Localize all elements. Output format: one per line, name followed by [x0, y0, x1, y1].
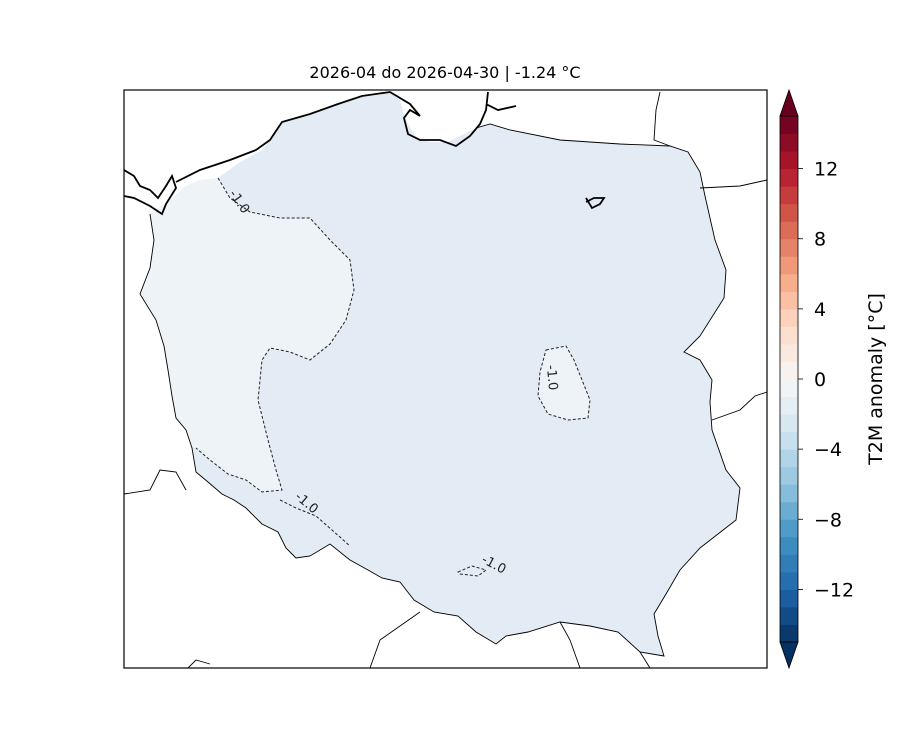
colorbar-segment	[780, 308, 798, 327]
colorbar-segment	[780, 203, 798, 222]
colorbar-segment	[780, 606, 798, 625]
contour-east	[537, 345, 591, 421]
colorbar-segment	[780, 238, 798, 257]
colorbar-segment	[780, 431, 798, 450]
western-region	[140, 178, 354, 492]
colorbar-tick-label: 4	[814, 299, 826, 321]
map-frame	[123, 89, 768, 669]
colorbar-extend-max	[779, 88, 799, 117]
colorbar-segment	[780, 466, 798, 485]
colorbar-segment	[780, 186, 798, 205]
colorbar-segment	[780, 133, 798, 152]
colorbar-segment	[780, 554, 798, 573]
contour-south	[457, 565, 488, 577]
colorbar-segment	[780, 571, 798, 590]
colorbar-segment	[780, 536, 798, 555]
colorbar-segment	[780, 379, 798, 398]
colorbar-segment	[780, 396, 798, 415]
border-germany-south	[187, 659, 211, 668]
colorbar-segment	[780, 116, 798, 135]
colorbar-segment	[780, 256, 798, 275]
colorbar-tick-label: 0	[814, 369, 826, 391]
contour-south-west	[279, 499, 351, 547]
colorbar-segment	[780, 151, 798, 170]
map-panel: -1.0 -1.0 -1.0 -1.0	[123, 89, 768, 669]
border-lithuania-belarus	[653, 91, 767, 189]
map-title: 2026-04 do 2026-04-30 | -1.24 °C	[309, 63, 580, 82]
colorbar-segment	[780, 168, 798, 187]
eastern-region	[538, 346, 590, 420]
colorbar-segments	[780, 116, 798, 643]
border-ukraine	[711, 391, 767, 421]
colorbar-label: T2M anomaly [°C]	[865, 293, 887, 466]
colorbar-tick-label: 8	[814, 229, 826, 251]
colorbar-segment	[780, 501, 798, 520]
colorbar-tick-label: −8	[814, 509, 842, 531]
colorbar: 12 8 4 0 −4 −8 −12 T2M anomaly [°C]	[779, 88, 887, 670]
colorbar-segment	[780, 589, 798, 608]
contour-label: -1.0	[543, 364, 560, 391]
poland-border	[139, 123, 741, 657]
colorbar-segment	[780, 273, 798, 292]
coastline	[124, 91, 606, 216]
border-czech-slovakia	[124, 469, 651, 668]
colorbar-segment	[780, 519, 798, 538]
colorbar-segment	[780, 624, 798, 643]
colorbar-extend-min	[779, 641, 799, 670]
colorbar-segment	[780, 221, 798, 240]
colorbar-segment	[780, 291, 798, 310]
colorbar-tick-label: 12	[814, 159, 838, 181]
colorbar-segment	[780, 414, 798, 433]
colorbar-segment	[780, 361, 798, 380]
colorbar-segment	[780, 449, 798, 468]
colorbar-segment	[780, 343, 798, 362]
colorbar-tick-label: −12	[814, 579, 854, 601]
colorbar-tick-label: −4	[814, 439, 842, 461]
colorbar-segment	[780, 326, 798, 345]
colorbar-ticks: 12 8 4 0 −4 −8 −12	[798, 159, 854, 601]
colorbar-segment	[780, 484, 798, 503]
